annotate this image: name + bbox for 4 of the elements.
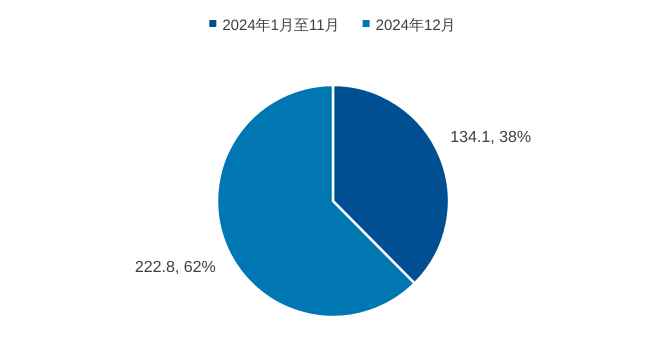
data-label: 134.1, 38% (450, 129, 532, 146)
data-label: 222.8, 62% (134, 258, 216, 276)
legend-label: 2024年12月 (376, 17, 456, 34)
legend-label: 2024年1月至11月 (222, 17, 340, 34)
